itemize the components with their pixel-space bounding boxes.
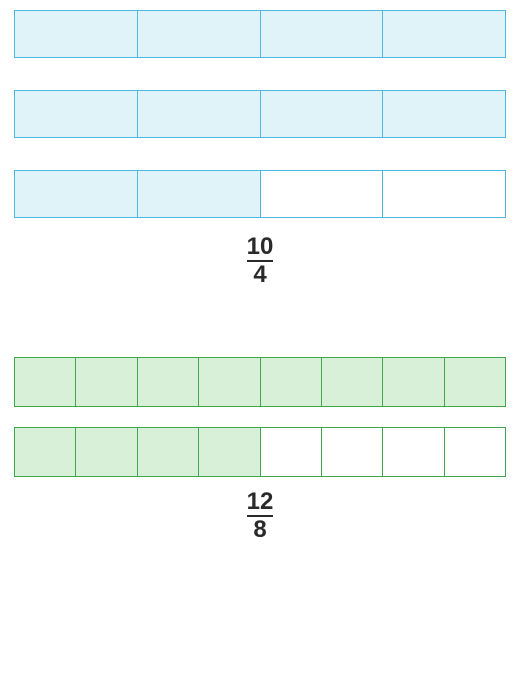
diagram2-cell — [261, 427, 322, 477]
diagram2-cell — [322, 427, 383, 477]
diagram1-cell — [383, 170, 506, 218]
diagram2-bar — [14, 427, 506, 477]
diagram1-cell — [261, 90, 384, 138]
diagram1-bar — [14, 10, 506, 58]
diagram2-cell — [76, 357, 137, 407]
diagram1-numerator: 10 — [242, 234, 278, 260]
diagram1-cell — [138, 90, 261, 138]
diagram2-cell — [383, 427, 444, 477]
diagram2-denominator: 8 — [247, 515, 273, 543]
diagram1-cell — [14, 90, 138, 138]
diagram1-bar — [14, 170, 506, 218]
diagram2-bar — [14, 357, 506, 407]
diagram2-cell — [199, 427, 260, 477]
diagram1-cell — [14, 10, 138, 58]
diagram2-cell — [14, 427, 76, 477]
diagram2-cell — [445, 357, 506, 407]
diagram2-cell — [261, 357, 322, 407]
diagram2-cell — [383, 357, 444, 407]
diagram1-cell — [383, 10, 506, 58]
diagram2-numerator: 12 — [242, 489, 278, 515]
diagram2-cell — [138, 427, 199, 477]
diagram2-fraction: 128 — [242, 489, 278, 544]
diagram1-cell — [383, 90, 506, 138]
diagram1-cell — [261, 170, 384, 218]
diagram2-cell — [138, 357, 199, 407]
diagram2-cell — [199, 357, 260, 407]
diagram1-cell — [14, 170, 138, 218]
diagram2-cell — [14, 357, 76, 407]
diagram1-cell — [138, 10, 261, 58]
diagram2-cell — [322, 357, 383, 407]
diagram1-cell — [261, 10, 384, 58]
diagram1-bar — [14, 90, 506, 138]
diagram2-cell — [445, 427, 506, 477]
diagram2: 128 — [14, 357, 506, 544]
diagram1: 104 — [14, 10, 506, 289]
diagram1-fraction: 104 — [242, 234, 278, 289]
diagram1-cell — [138, 170, 261, 218]
diagram2-cell — [76, 427, 137, 477]
diagram1-denominator: 4 — [247, 260, 273, 288]
